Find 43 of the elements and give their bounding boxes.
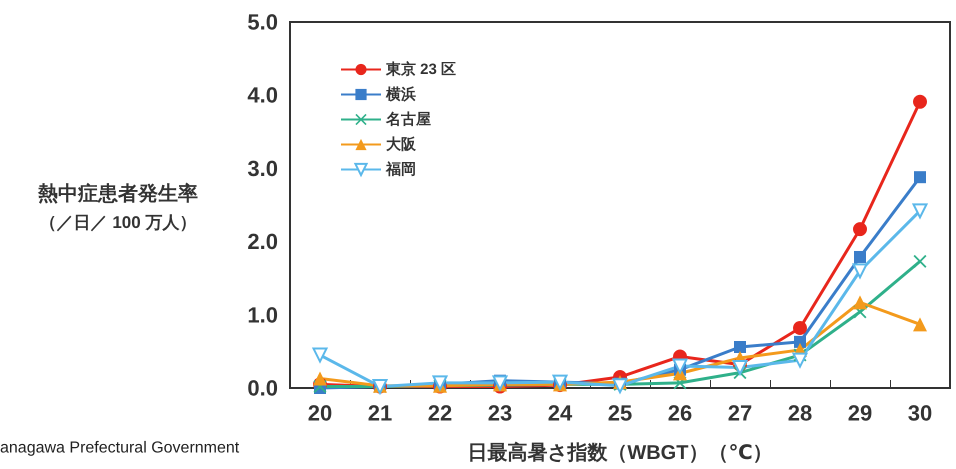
point: [432, 375, 448, 390]
x-tick-label: 27: [728, 400, 752, 426]
point: [912, 203, 928, 218]
y-tick-label: 0.0: [247, 376, 278, 400]
x-tick-label: 21: [368, 400, 392, 426]
point: [914, 254, 926, 268]
y-tick-label: 5.0: [247, 10, 278, 34]
point: [313, 371, 327, 386]
point: [914, 171, 926, 184]
point: [854, 250, 866, 263]
y-axis-title: 熱中症患者発生率（／日／ 100 万人）: [37, 182, 198, 232]
point: [852, 263, 868, 278]
y-tick-label: 1.0: [247, 302, 278, 328]
point: [734, 341, 746, 354]
x-tick-label: 26: [668, 400, 692, 426]
legend-label: 福岡: [385, 161, 416, 178]
x-tick-label: 20: [308, 400, 332, 426]
point: [913, 317, 927, 332]
point: [312, 348, 328, 363]
x-tick-label: 24: [548, 400, 573, 426]
y-tick-label: 2.0: [247, 229, 278, 254]
legend-label: 大阪: [386, 136, 417, 153]
text: anagawa Prefectural Government: [0, 440, 240, 456]
point: [732, 360, 748, 376]
point: [793, 320, 807, 335]
x-tick-label: 25: [608, 400, 632, 426]
y-tick-label: 4.0: [247, 82, 278, 108]
y-tick-label: 3.0: [247, 156, 278, 181]
point: [792, 352, 808, 368]
x-tick-label: 30: [908, 400, 932, 426]
x-tick-label: 29: [848, 400, 872, 426]
x-axis-title: 日最高暑さ指数（WBGT）（℃）: [467, 441, 773, 464]
x-tick-label: 22: [428, 400, 452, 426]
point: [853, 295, 867, 310]
x-tick-label: 23: [488, 400, 512, 426]
point: [672, 358, 688, 374]
x-tick-label: 28: [788, 400, 812, 426]
point: [913, 94, 927, 109]
legend-label: 横浜: [385, 86, 416, 103]
point: [794, 336, 806, 348]
legend-label: 東京 23 区: [385, 60, 456, 78]
point: [853, 222, 867, 236]
legend-label: 名古屋: [385, 111, 431, 128]
